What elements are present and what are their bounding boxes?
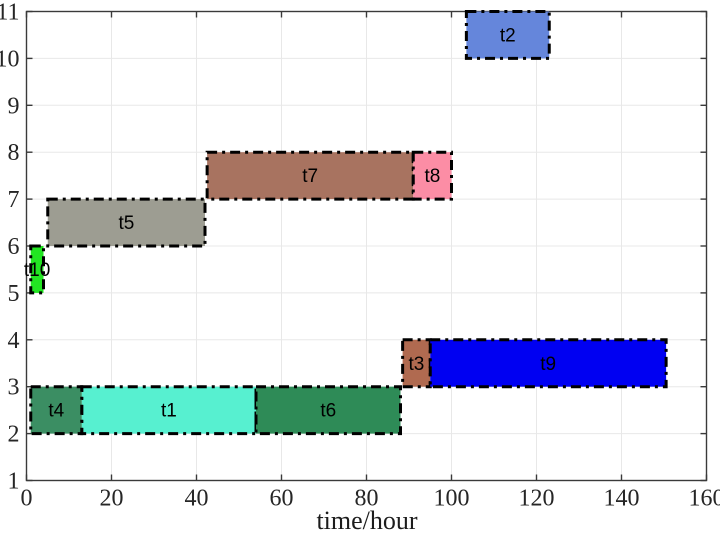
y-tick-label: 9 — [8, 93, 20, 119]
x-tick-label: 60 — [270, 486, 294, 512]
task-label-t8: t8 — [424, 166, 440, 187]
task-bar-t1 — [80, 385, 258, 436]
y-tick-label: 2 — [8, 422, 20, 448]
task-bar-t2 — [464, 10, 551, 60]
x-tick-label: 160 — [689, 486, 720, 512]
task-bar-t9 — [428, 338, 668, 389]
y-tick-label: 10 — [0, 46, 20, 72]
x-tick-label: 140 — [604, 486, 640, 512]
y-tick-label: 4 — [8, 328, 20, 354]
task-bar-t4 — [29, 385, 84, 436]
y-tick-label: 11 — [0, 0, 20, 26]
task-bar-t6 — [254, 385, 402, 436]
y-tick-label: 3 — [8, 375, 20, 401]
task-label-t6: t6 — [320, 401, 336, 422]
task-label-t5: t5 — [118, 213, 134, 234]
task-label-t7: t7 — [302, 166, 318, 187]
y-tick-label: 5 — [8, 281, 20, 307]
y-tick-label: 7 — [8, 187, 20, 213]
task-label-t2: t2 — [500, 25, 516, 46]
x-tick-label: 120 — [519, 486, 555, 512]
x-axis-label: time/hour — [316, 506, 418, 535]
x-tick-label: 20 — [100, 486, 124, 512]
x-tick-label: 100 — [434, 486, 470, 512]
x-tick-label: 0 — [21, 486, 33, 512]
task-label-t1: t1 — [161, 401, 177, 422]
x-tick-label: 80 — [355, 486, 379, 512]
task-label-t4: t4 — [48, 401, 64, 422]
task-label-t3: t3 — [409, 354, 425, 375]
y-tick-label: 1 — [8, 469, 20, 495]
task-bar-t5 — [46, 197, 207, 248]
x-tick-label: 40 — [185, 486, 209, 512]
y-tick-label: 6 — [8, 234, 20, 260]
task-bar-t7 — [205, 150, 415, 201]
task-bar-t8 — [411, 150, 453, 201]
task-label-t10: t10 — [24, 260, 50, 281]
task-bar-t10 — [29, 244, 45, 295]
y-tick-label: 8 — [8, 140, 20, 166]
task-label-t9: t9 — [540, 354, 556, 375]
